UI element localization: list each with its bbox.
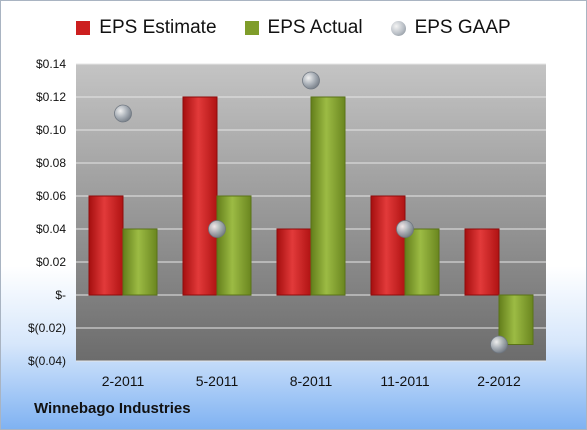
point-eps-gaap [396,220,414,238]
y-tick-label: $(0.04) [28,354,66,368]
point-eps-gaap [490,335,508,354]
legend-swatch-eps-actual [244,21,259,35]
point-eps-gaap [114,104,132,123]
bar-eps-actual [310,96,346,296]
x-tick-label: 8-2011 [290,373,333,389]
legend-item-eps-estimate: EPS Estimate [76,17,217,39]
legend-item-eps-gaap: EPS GAAP [390,17,511,39]
legend-label-eps-actual: EPS Actual [267,17,363,38]
bar-eps-estimate [370,195,406,296]
bar-eps-actual [404,228,440,296]
y-tick-label: $0.04 [36,222,66,236]
bar-eps-estimate [464,228,500,296]
legend-swatch-eps-estimate [76,21,91,35]
point-eps-gaap [302,71,320,90]
y-tick-label: $0.10 [36,123,66,137]
y-tick-label: $0.12 [36,90,66,104]
legend: EPS Estimate EPS Actual EPS GAAP [1,17,586,39]
legend-item-eps-actual: EPS Actual [244,17,363,39]
legend-swatch-eps-gaap [390,20,406,36]
y-tick-label: $0.06 [36,189,66,203]
y-tick-label: $- [55,288,66,302]
company-name: Winnebago Industries [34,400,191,417]
y-tick-label: $0.08 [36,156,66,170]
bar-eps-actual [216,195,252,296]
x-tick-label: 11-2011 [380,373,430,389]
bar-eps-actual [498,294,534,345]
legend-label-eps-estimate: EPS Estimate [99,17,217,38]
x-tick-label: 5-2011 [196,373,239,389]
bar-eps-estimate [88,195,124,296]
bar-eps-estimate [182,96,218,296]
y-tick-label: $0.02 [36,255,66,269]
y-tick-label: $0.14 [36,57,66,71]
point-eps-gaap [208,220,226,238]
y-tick-label: $(0.02) [28,321,66,335]
bar-eps-actual [122,228,158,296]
x-tick-label: 2-2011 [102,373,145,389]
legend-label-eps-gaap: EPS GAAP [414,17,511,38]
bar-eps-estimate [276,228,312,296]
x-tick-label: 2-2012 [477,373,521,389]
